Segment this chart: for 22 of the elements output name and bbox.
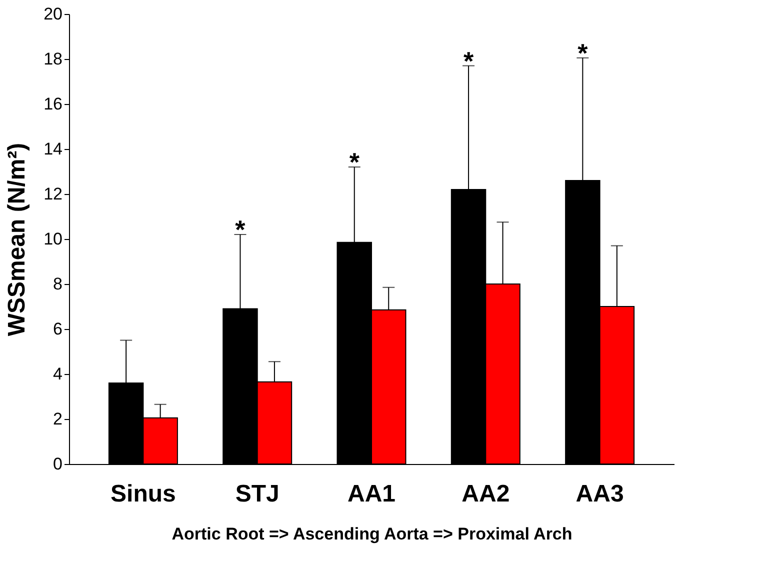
x-tick-label: Sinus bbox=[110, 480, 176, 508]
x-tick-label: STJ bbox=[235, 480, 280, 508]
y-tick-label: 0 bbox=[53, 454, 62, 474]
x-tick-label: AA3 bbox=[576, 480, 624, 508]
y-tick-label: 12 bbox=[44, 184, 62, 204]
annotation: * bbox=[349, 147, 360, 177]
y-axis-title: WSSmean (N/m²) bbox=[4, 142, 31, 336]
x-tick-label: AA2 bbox=[462, 480, 510, 508]
y-tick-label: 2 bbox=[53, 410, 62, 428]
y-tick-label: 16 bbox=[44, 94, 62, 114]
y-tick-label: 6 bbox=[53, 320, 62, 338]
x-axis-title: Aortic Root => Ascending Aorta => Proximal Arch bbox=[172, 524, 572, 544]
annotation: * bbox=[578, 38, 589, 68]
y-tick-label: 10 bbox=[44, 230, 62, 248]
y-tick-label: 18 bbox=[44, 50, 62, 68]
y-tick-label: 20 bbox=[44, 4, 62, 24]
x-tick-label: AA1 bbox=[347, 480, 396, 508]
y-tick-label: 8 bbox=[53, 274, 62, 294]
annotation: * bbox=[463, 46, 474, 76]
y-tick-label: 4 bbox=[53, 364, 62, 384]
annotation: * bbox=[235, 214, 246, 244]
y-tick-label: 14 bbox=[44, 140, 62, 158]
